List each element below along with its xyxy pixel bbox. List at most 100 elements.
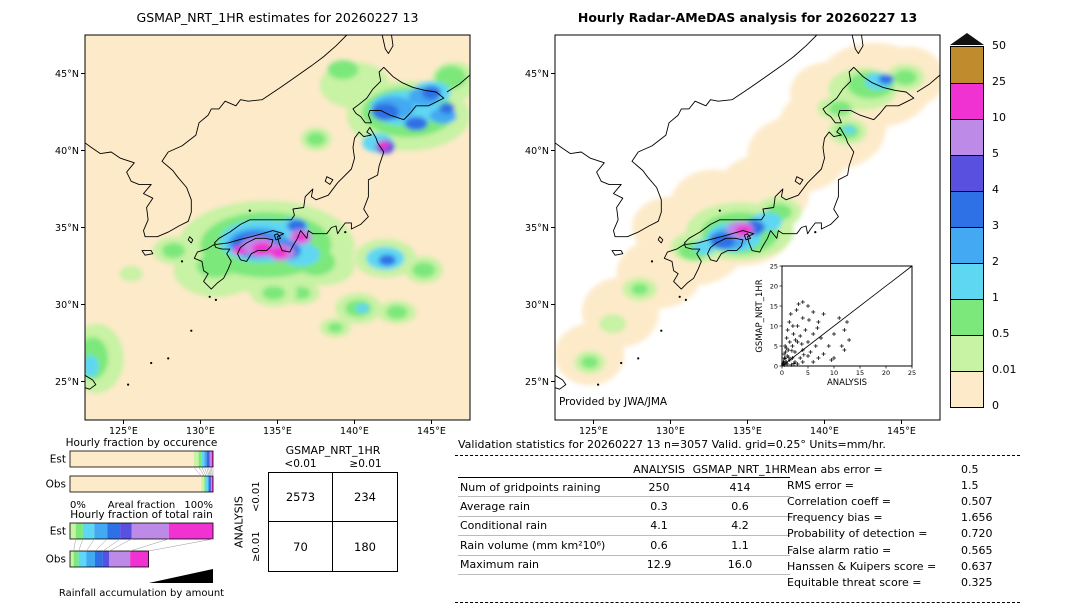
score-label: Mean abs error = [787,462,883,476]
scatter-point [787,340,792,344]
precip-blob [421,85,442,100]
scatter-point [783,350,788,354]
bar-segment [204,476,207,492]
colorbar-segment [951,191,983,227]
lat-tick-label: 30°N [525,300,549,311]
colorbar-scale [950,46,984,408]
colorbar-tick-label: 10 [992,111,1006,124]
connector-line [148,538,214,552]
one-to-one-line [781,265,913,367]
bar-segment [212,476,213,492]
stats-value: 16.0 [727,558,753,572]
scatter-point [793,338,798,342]
island-dot [684,298,687,301]
lon-tick-label: 145°E [887,426,916,437]
gsmap-map: 125°E 130°E 135°E 140°E 145°E 45°N 40°N 35°N 30°… [55,34,471,437]
axis-min-label: 0% [70,500,86,511]
scatter-point [829,358,834,362]
scatter-point [806,340,810,344]
axis-title: Areal fraction [108,500,175,511]
stats-row: Average rain 0.3 0.6 [458,497,790,517]
credit-text: Provided by JWA/JMA [559,396,668,408]
connector-line [86,538,95,552]
chart-title: Hourly fraction of total rain [70,510,213,521]
scatter-point [832,332,836,336]
score-label: Frequency bias = [787,511,883,525]
colorbar-segment [951,155,983,191]
score-value: 0.5 [961,462,979,476]
precip-blob [893,69,917,86]
colorbar-segment [951,47,983,83]
colorbar-segment [951,263,983,299]
precip-blob [581,356,599,369]
bar-segment [207,476,209,492]
coastline [193,243,232,290]
stats-value: 1.1 [731,538,749,552]
island-dot [214,298,217,301]
validation-stats-panel: Validation statistics for 20260227 13 n=… [455,437,1025,609]
gsmap-map-title: GSMAP_NRT_1HR estimates for 20260227 13 [136,10,419,25]
bar-segment [82,523,95,539]
lat-tick-label: 25°N [55,377,79,388]
bar-segment [94,523,108,539]
scatter-point [787,320,792,324]
precip-blob [270,246,288,259]
coastline [851,35,864,54]
scatter-point [786,348,791,352]
colorbar-tick-labels: 50 25 10 5 4 3 2 1 0.5 0.01 0 [992,33,1052,425]
connector-line [109,538,132,552]
coastline [611,250,624,256]
bar-segment [73,551,79,567]
precip-blob [599,314,627,334]
inset-x-tick-label: 15 [856,369,864,377]
precip-blob [327,322,343,333]
precip-blob [371,103,399,121]
connector-line [198,466,205,477]
scatter-point [801,352,806,357]
island-dot [678,295,681,298]
colorbar-tick-label: 2 [992,255,999,268]
colorbar-tick-label: 4 [992,183,999,196]
precip-blob [119,266,143,282]
lon-tick-label: 125°E [579,426,608,437]
scatter-point [808,350,813,354]
bar-segment [70,551,74,567]
scatter-point [816,356,821,360]
score-value: 1.5 [961,478,979,492]
stats-row-label: Num of gridpoints raining [460,480,601,494]
precip-blob [412,262,436,278]
score-row: False alarm ratio = 0.565 [787,542,1023,558]
coastline [657,236,664,244]
scatter-point [789,348,794,353]
stats-value: 0.6 [731,500,749,514]
lon-tick-label: 140°E [340,426,369,437]
precip-blob [378,254,396,266]
island-dot [127,383,130,386]
scatter-points [781,300,852,367]
inset-y-tick-label: 10 [770,322,778,330]
contingency-row-label: ≥0.01 [251,531,262,563]
scatter-point [806,354,810,358]
bar-segment [201,451,205,467]
scatter-point [842,328,847,332]
scatter-point [791,332,796,336]
score-row: RMS error = 1.5 [787,477,1023,493]
scatter-point [783,356,788,361]
stats-value: 0.6 [650,538,668,552]
lat-tick-label: 30°N [55,300,79,311]
scatter-point [803,328,808,332]
bar-segment [107,523,121,539]
precip-blob [828,101,852,116]
scatter-point [793,350,797,354]
bar-segment [201,476,205,492]
lat-tick-label: 35°N [525,223,549,234]
colorbar-segment [951,119,983,155]
precip-blob [85,355,99,377]
scatter-point [785,328,790,332]
stats-row: Conditional rain 4.1 4.2 [458,517,790,537]
island-dot [248,209,251,212]
bar-segment [206,476,208,492]
stats-row-label: Rain volume (mm km²10⁶) [460,538,606,552]
lon-tick-label: 125°E [109,426,138,437]
island-dot [660,329,663,332]
